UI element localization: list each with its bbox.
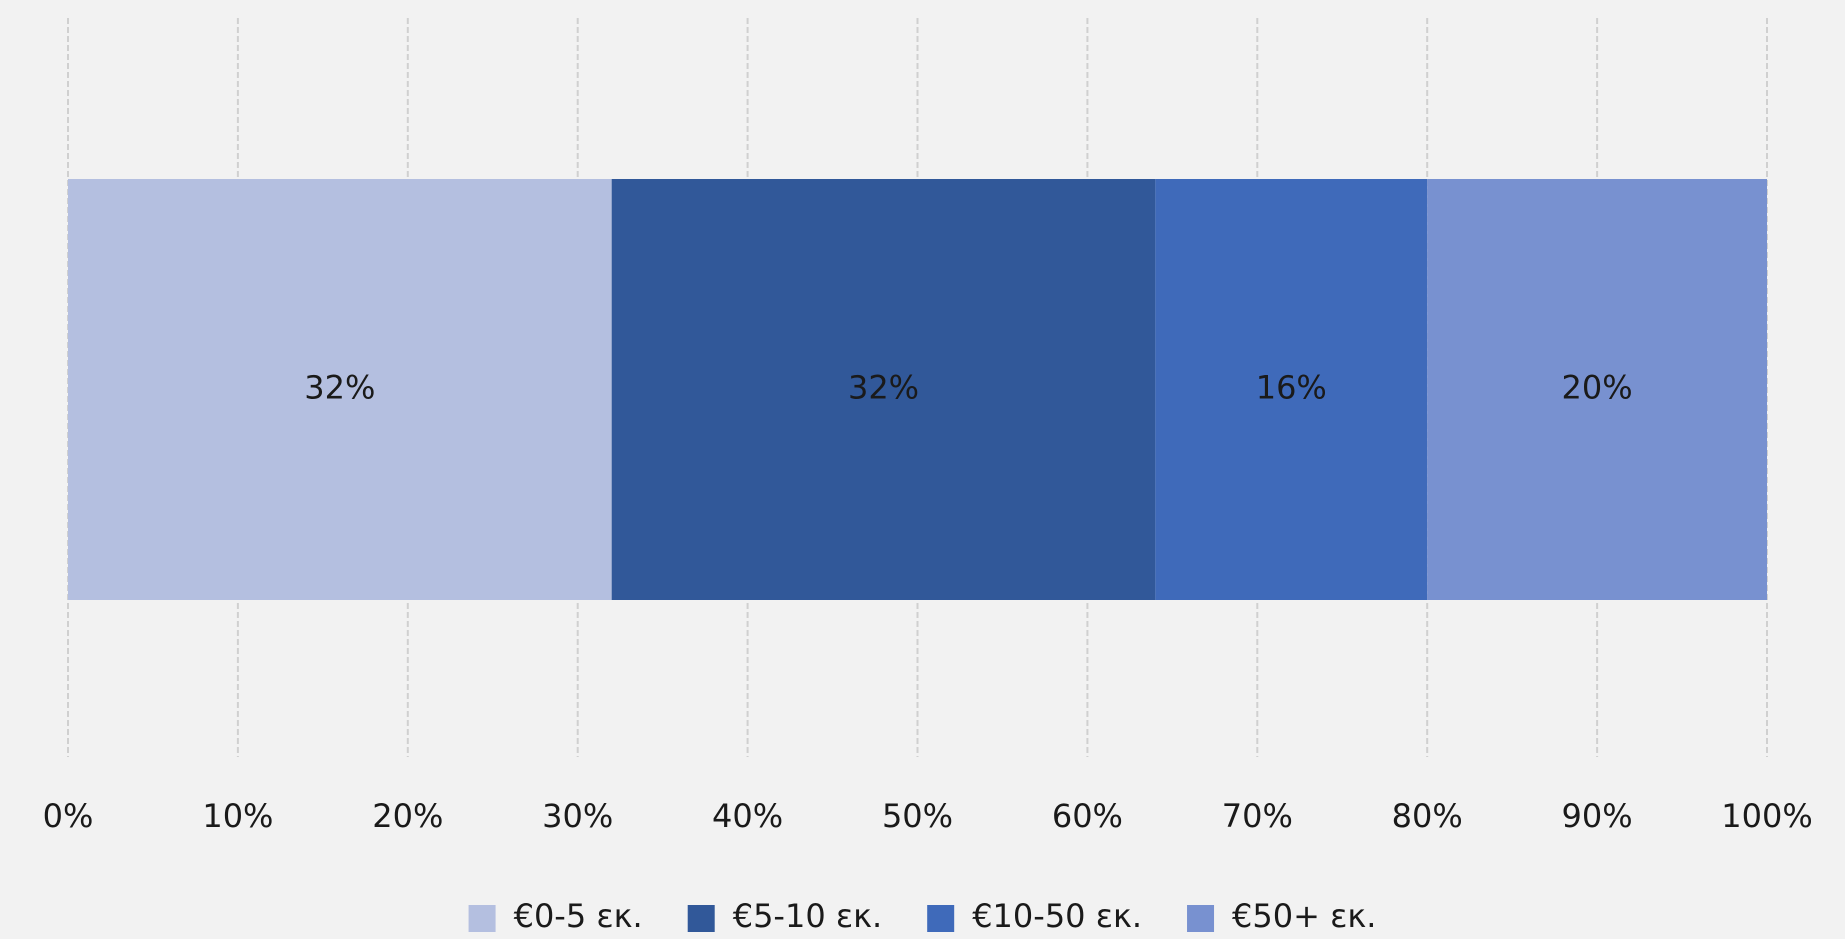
data-label: 32%: [848, 369, 919, 407]
x-tick-label: 30%: [542, 797, 613, 835]
data-label: 20%: [1562, 369, 1633, 407]
legend-item: €10-50 εκ.: [927, 897, 1142, 935]
legend-swatch: [1187, 905, 1215, 932]
x-tick-label: 20%: [372, 797, 443, 835]
legend-label: €10-50 εκ.: [972, 897, 1142, 935]
bar-segment: [1155, 179, 1428, 600]
legend-swatch: [927, 905, 955, 932]
x-tick-label: 10%: [202, 797, 273, 835]
bar-segment: [1427, 179, 1767, 600]
legend-swatch: [468, 905, 496, 932]
legend-item: €0-5 εκ.: [468, 897, 643, 935]
x-tick-label: 80%: [1392, 797, 1463, 835]
x-tick-label: 70%: [1222, 797, 1293, 835]
x-tick-label: 50%: [882, 797, 953, 835]
legend-swatch: [687, 905, 715, 932]
x-tick-label: 60%: [1052, 797, 1123, 835]
data-label: 32%: [304, 369, 375, 407]
legend-label: €50+ εκ.: [1232, 897, 1376, 935]
legend-label: €0-5 εκ.: [514, 897, 643, 935]
bar-segment: [68, 179, 612, 600]
x-tick-label: 40%: [712, 797, 783, 835]
bar-segment: [611, 179, 1156, 600]
x-tick-label: 0%: [43, 797, 94, 835]
legend-label: €5-10 εκ.: [733, 897, 882, 935]
data-label: 16%: [1256, 369, 1327, 407]
x-tick-label: 100%: [1721, 797, 1812, 835]
x-tick-label: 90%: [1562, 797, 1633, 835]
legend-item: €50+ εκ.: [1187, 897, 1376, 935]
legend-item: €5-10 εκ.: [687, 897, 882, 935]
